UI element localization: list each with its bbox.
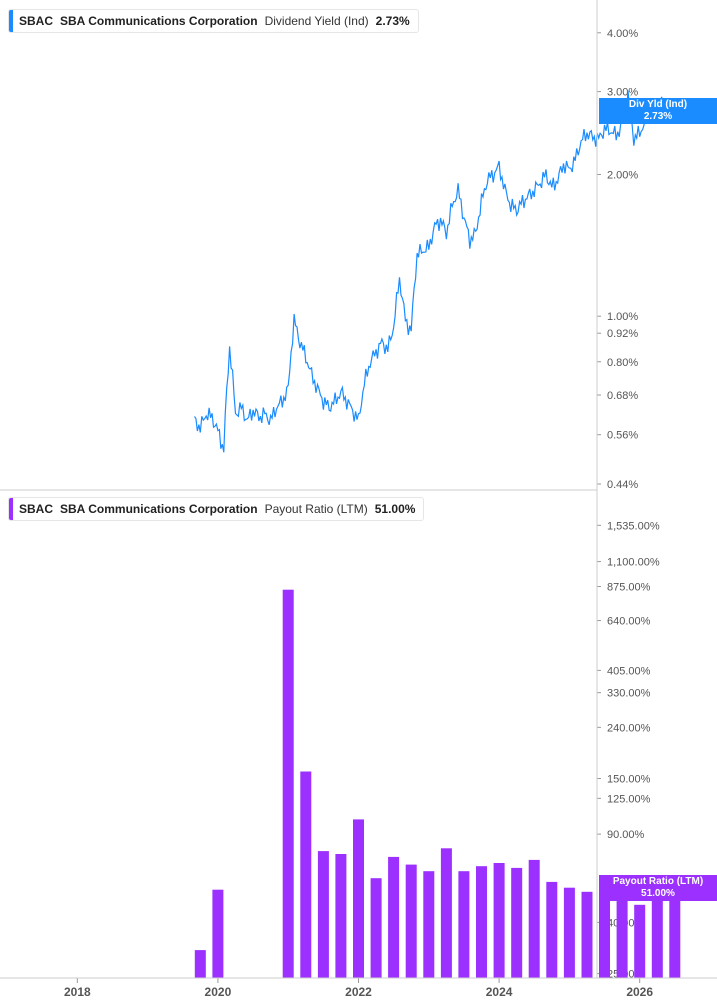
payout-bar [405,864,417,978]
payout-bar [282,589,294,978]
bottom-legend-color [9,498,13,520]
bottom-y-tick-label: 125.00% [607,793,651,805]
payout-bar [511,867,523,978]
top-metric: Dividend Yield (Ind) [264,14,369,28]
payout-bar [212,889,224,978]
bottom-y-tick-label: 640.00% [607,616,651,628]
bottom-value: 51.00% [374,502,416,516]
bottom-tag-value: 51.00% [641,888,675,899]
payout-bar [370,878,382,978]
top-y-tick-label: 0.68% [607,390,638,402]
payout-bar [458,871,470,978]
bottom-tag-label: Payout Ratio (LTM) [612,876,704,887]
payout-bar [194,950,206,978]
top-y-tick-label: 0.44% [607,479,638,491]
bottom-y-tick-label: 875.00% [607,582,651,594]
bottom-y-tick-label: 150.00% [607,773,651,785]
top-value: 2.73% [375,14,410,28]
bottom-company: SBA Communications Corporation [60,502,258,516]
top-y-axis: 4.00% 3.00% 2.00% 1.00% 0.92% 0.80% 0.68% 0.56%… [597,28,638,491]
payout-bar [528,859,540,978]
payout-bar [616,891,628,978]
bottom-y-tick-label: 405.00% [607,665,651,677]
top-legend[interactable]: SBAC SBA Communications Corporation Divi… [8,9,419,33]
payout-bar [335,854,347,978]
bottom-y-tick-label: 240.00% [607,722,651,734]
dividend-yield-line [194,90,692,453]
payout-bar [493,863,505,978]
bottom-y-tick-label: 330.00% [607,688,651,700]
payout-ratio-bars [194,589,681,978]
x-axis: 2018 2020 2022 2024 2026 [64,978,653,999]
payout-bar [476,866,487,978]
payout-bar [388,856,400,978]
payout-bar [423,871,435,978]
payout-bar [581,891,593,978]
x-tick-label: 2022 [345,985,372,999]
top-y-tick-label: 2.00% [607,169,638,181]
top-y-tick-label: 0.92% [607,328,638,340]
x-tick-label: 2026 [626,985,653,999]
top-ticker: SBAC [19,14,54,28]
payout-bar [546,881,558,978]
top-y-tick-label: 0.56% [607,430,638,442]
top-tag-value: 2.73% [643,111,673,122]
bottom-ticker: SBAC [19,502,54,516]
payout-bar [317,851,329,978]
dividend-yield-series [194,90,692,453]
top-y-tick-label: 3.00% [607,87,638,99]
bottom-y-tick-label: 1,535.00% [607,520,660,532]
top-y-tick-label: 0.80% [607,357,638,369]
bottom-legend[interactable]: SBAC SBA Communications Corporation Payo… [8,497,425,521]
payout-bar [651,900,663,978]
payout-bar [669,895,681,978]
top-company: SBA Communications Corporation [60,14,258,28]
bottom-y-tick-label: 90.00% [607,829,645,841]
payout-bar [634,904,646,978]
bottom-value-tag: Payout Ratio (LTM) 51.00% [599,875,717,901]
payout-bar [353,819,364,978]
top-tag-label: Div Yld (Ind) [628,99,688,110]
payout-bar [300,771,312,978]
top-y-tick-label: 1.00% [607,311,638,323]
bottom-y-tick-label: 1,100.00% [607,557,660,569]
top-legend-color [9,10,13,32]
payout-bar [563,887,575,978]
bottom-metric: Payout Ratio (LTM) [264,502,368,516]
x-tick-label: 2018 [64,985,91,999]
payout-bar [599,895,610,978]
x-tick-label: 2024 [486,985,513,999]
x-tick-label: 2020 [205,985,232,999]
top-value-tag: Div Yld (Ind) 2.73% [599,98,717,124]
payout-bar [440,848,452,978]
top-y-tick-label: 4.00% [607,28,638,40]
